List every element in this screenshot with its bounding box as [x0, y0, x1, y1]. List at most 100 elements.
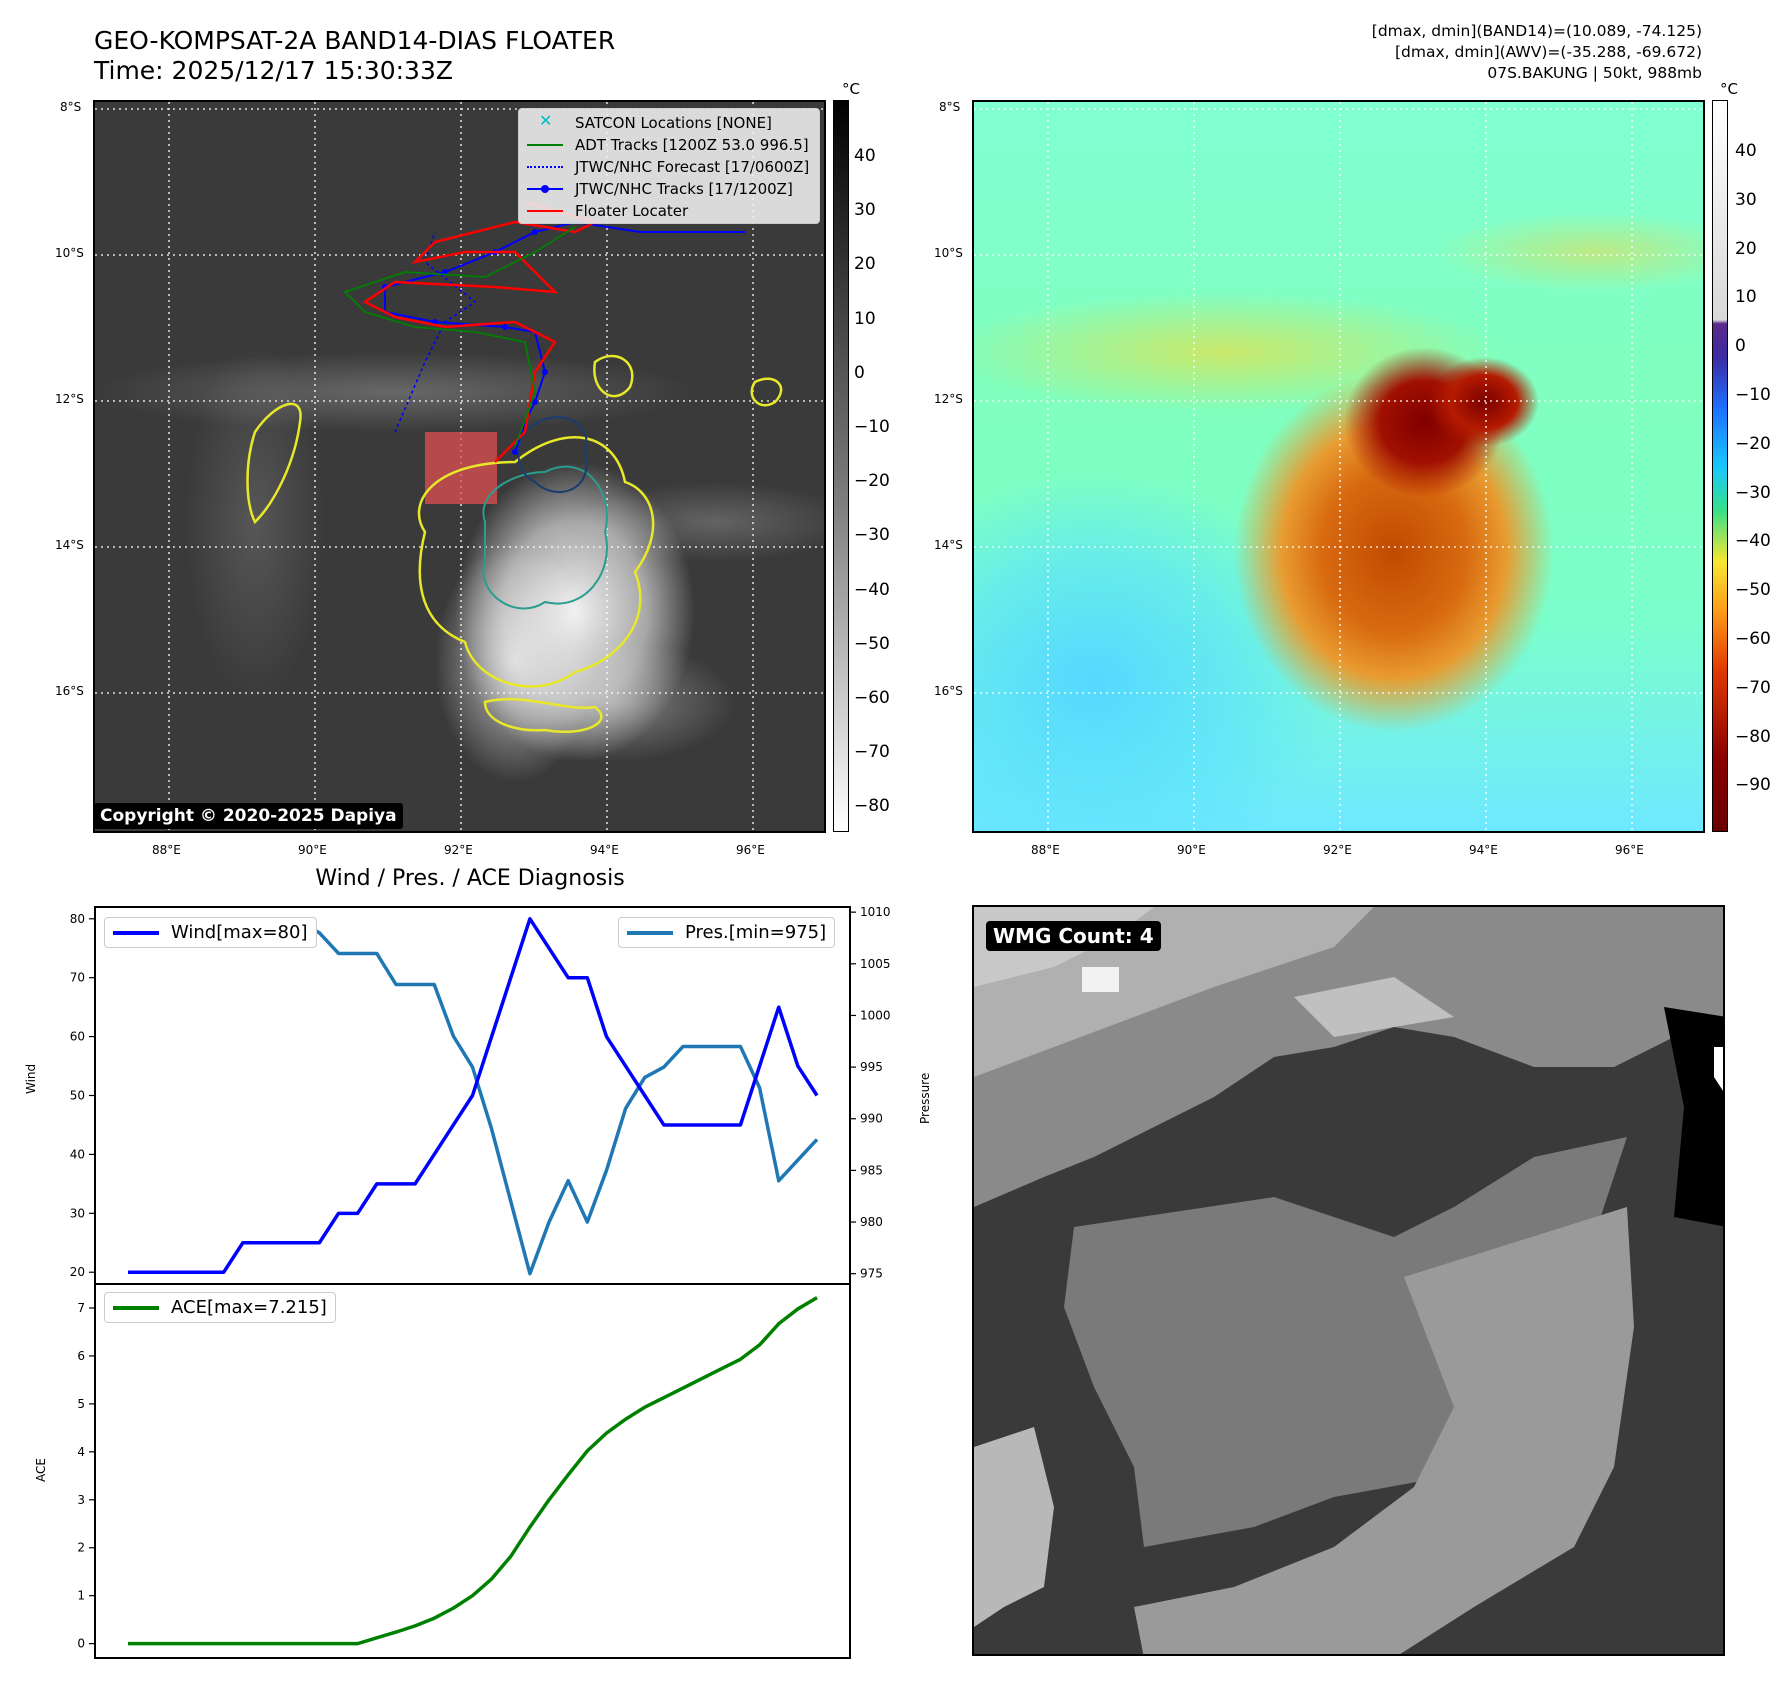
- wind-series-line: [128, 917, 819, 1274]
- color-colorbar-tick: 30: [1735, 189, 1757, 210]
- color-colorbar-tick: −40: [1735, 531, 1771, 552]
- pressure-legend-swatch: [627, 930, 673, 935]
- lat-label: 8°S: [60, 100, 82, 114]
- stats-band14: [dmax, dmin](BAND14)=(10.089, -74.125): [1371, 22, 1702, 40]
- ir-satellite-map: ✕ SATCON Locations [NONE] ADT Tracks [12…: [93, 100, 826, 833]
- color-colorbar-tick: 0: [1735, 336, 1746, 357]
- figure-title: GEO-KOMPSAT-2A BAND14-DIAS FLOATER: [94, 26, 616, 55]
- gray-colorbar-tick: 40: [854, 146, 876, 166]
- wmg-count-badge: WMG Count: 4: [986, 921, 1161, 951]
- pressure-axis-label: Pressure: [918, 1072, 932, 1124]
- floater-locater-track: [362, 200, 599, 463]
- color-colorbar: [1712, 100, 1728, 832]
- pressure-axis-tick-label: 995: [860, 1060, 883, 1074]
- color-colorbar-unit: °C: [1720, 80, 1738, 98]
- ace-axis-label: ACE: [34, 1458, 48, 1482]
- gray-colorbar-tick: 30: [854, 200, 876, 221]
- wind-axis-tick-label: 50: [70, 1089, 85, 1103]
- wmg-image: [974, 907, 1723, 1654]
- contour-teal: [482, 465, 608, 610]
- legend-satcon: ✕ SATCON Locations [NONE]: [539, 111, 772, 132]
- ace-axis-tick-label: 1: [77, 1589, 85, 1603]
- ace-legend-swatch: [113, 1305, 159, 1310]
- color-colorbar-tick: −20: [1735, 433, 1771, 454]
- satcon-x-icon: ✕: [539, 111, 553, 130]
- contour-yellow: [417, 436, 655, 688]
- figure-time: Time: 2025/12/17 15:30:33Z: [94, 56, 453, 85]
- lon-label: 90°E: [1177, 843, 1206, 857]
- lat-label: 10°S: [934, 246, 963, 260]
- gray-colorbar-tick: −80: [854, 796, 890, 817]
- wind-axis-tick-label: 20: [70, 1265, 85, 1279]
- lat-label: 12°S: [55, 392, 84, 406]
- ace-axis-tick-label: 5: [77, 1397, 85, 1411]
- storm-info: 07S.BAKUNG | 50kt, 988mb: [1487, 64, 1702, 82]
- pressure-axis-tick-label: 1005: [860, 957, 891, 971]
- color-colorbar-tick: −10: [1735, 385, 1771, 405]
- color-colorbar-tick: −70: [1735, 677, 1771, 698]
- lat-label: 10°S: [55, 246, 84, 260]
- wind-axis-label: Wind: [24, 1063, 38, 1094]
- ace-axis-tick-label: 2: [77, 1541, 85, 1555]
- legend-floater: Floater Locater: [527, 200, 688, 222]
- gray-colorbar-tick: −30: [854, 525, 890, 546]
- awv-color-map: [972, 100, 1705, 833]
- diagnosis-chart-title: Wind / Pres. / ACE Diagnosis: [315, 866, 625, 891]
- pressure-axis-tick-label: 980: [860, 1215, 883, 1229]
- jtwc-track: [384, 220, 745, 453]
- pressure-axis-tick-label: 1000: [860, 1008, 891, 1022]
- ace-axis-tick-label: 0: [77, 1637, 85, 1651]
- ace-legend: ACE[max=7.215]: [104, 1292, 336, 1323]
- stats-awv: [dmax, dmin](AWV)=(-35.288, -69.672): [1395, 43, 1702, 61]
- color-colorbar-tick: 20: [1735, 238, 1757, 259]
- ir-map-legend: ✕ SATCON Locations [NONE] ADT Tracks [12…: [518, 108, 820, 224]
- color-colorbar-tick: −30: [1735, 482, 1771, 503]
- lat-label: 12°S: [934, 392, 963, 406]
- lon-label: 92°E: [1323, 843, 1352, 857]
- color-colorbar-tick: −60: [1735, 629, 1771, 649]
- awv-gridlines: [974, 102, 1703, 831]
- legend-adt: ADT Tracks [1200Z 53.0 996.5]: [527, 134, 809, 156]
- wind-axis-tick-label: 40: [70, 1147, 85, 1161]
- pressure-axis-tick-label: 975: [860, 1267, 883, 1281]
- jtwc-forecast-track: [394, 231, 477, 433]
- lon-label: 90°E: [298, 843, 327, 857]
- lower-axes-frame: [94, 1283, 851, 1659]
- gray-colorbar-tick: 10: [854, 308, 876, 329]
- wmg-panel: WMG Count: 4: [972, 905, 1725, 1656]
- copyright-badge: Copyright © 2020-2025 Dapiya: [95, 803, 403, 829]
- wind-axis-tick-label: 30: [70, 1206, 85, 1220]
- color-colorbar-tick: 40: [1735, 141, 1757, 161]
- wind-legend-label: Wind[max=80]: [171, 922, 308, 943]
- lon-label: 96°E: [736, 843, 765, 857]
- pressure-axis-tick-label: 1010: [860, 905, 891, 919]
- adt-track: [343, 226, 576, 448]
- color-colorbar-tick: 10: [1735, 287, 1757, 308]
- color-colorbar-tick: −80: [1735, 726, 1771, 747]
- gray-colorbar-tick: −20: [854, 471, 890, 492]
- gray-colorbar-tick: −40: [854, 579, 890, 600]
- color-colorbar-tick: −90: [1735, 775, 1771, 796]
- pressure-axis-tick-label: 990: [860, 1112, 883, 1126]
- legend-jtwc-tracks: JTWC/NHC Tracks [17/1200Z]: [527, 178, 793, 200]
- wind-legend: Wind[max=80]: [104, 917, 317, 948]
- contour-core: [517, 416, 588, 493]
- wind-legend-swatch: [113, 930, 159, 935]
- lon-label: 88°E: [1031, 843, 1060, 857]
- pressure-legend: Pres.[min=975]: [618, 917, 836, 948]
- ace-series-line: [128, 1296, 818, 1646]
- legend-jtwc-forecast: JTWC/NHC Forecast [17/0600Z]: [527, 156, 809, 178]
- pressure-axis-tick-label: 985: [860, 1163, 883, 1177]
- lat-label: 16°S: [934, 684, 963, 698]
- lat-label: 8°S: [939, 100, 961, 114]
- lat-label: 14°S: [934, 538, 963, 552]
- ace-axis-tick-label: 7: [77, 1301, 85, 1315]
- floater-box: [425, 432, 497, 504]
- lon-label: 92°E: [444, 843, 473, 857]
- lat-label: 16°S: [55, 684, 84, 698]
- lon-label: 94°E: [1469, 843, 1498, 857]
- ir-map-overlay: [95, 102, 824, 831]
- wind-axis-tick-label: 70: [70, 971, 85, 985]
- ace-axis-tick-label: 4: [77, 1445, 85, 1459]
- gray-colorbar-tick: 0: [854, 362, 865, 383]
